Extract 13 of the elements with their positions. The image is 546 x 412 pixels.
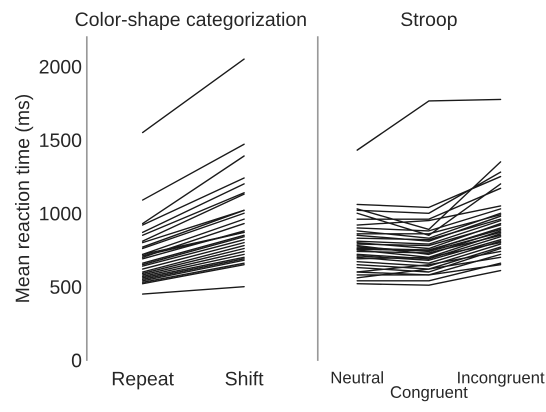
x-tick-label: Neutral xyxy=(332,371,383,384)
y-tick-label: 2000 xyxy=(40,60,82,74)
x-tick-label: Shift xyxy=(226,371,264,386)
y-axis-title: Mean reaction time (ms) xyxy=(15,94,34,302)
x-tick-label: Congruent xyxy=(390,386,468,402)
y-tick-label: 0 xyxy=(72,354,82,368)
y-tick-label: 1000 xyxy=(40,206,82,221)
chart-title: Stroop xyxy=(401,12,457,30)
x-tick-label: Incongruent xyxy=(458,372,544,387)
y-tick-label: 1500 xyxy=(40,133,82,148)
y-tick-label: 500 xyxy=(50,280,82,294)
x-tick-label: Repeat xyxy=(112,372,174,390)
chart-title: Color-shape categorization xyxy=(76,12,306,30)
